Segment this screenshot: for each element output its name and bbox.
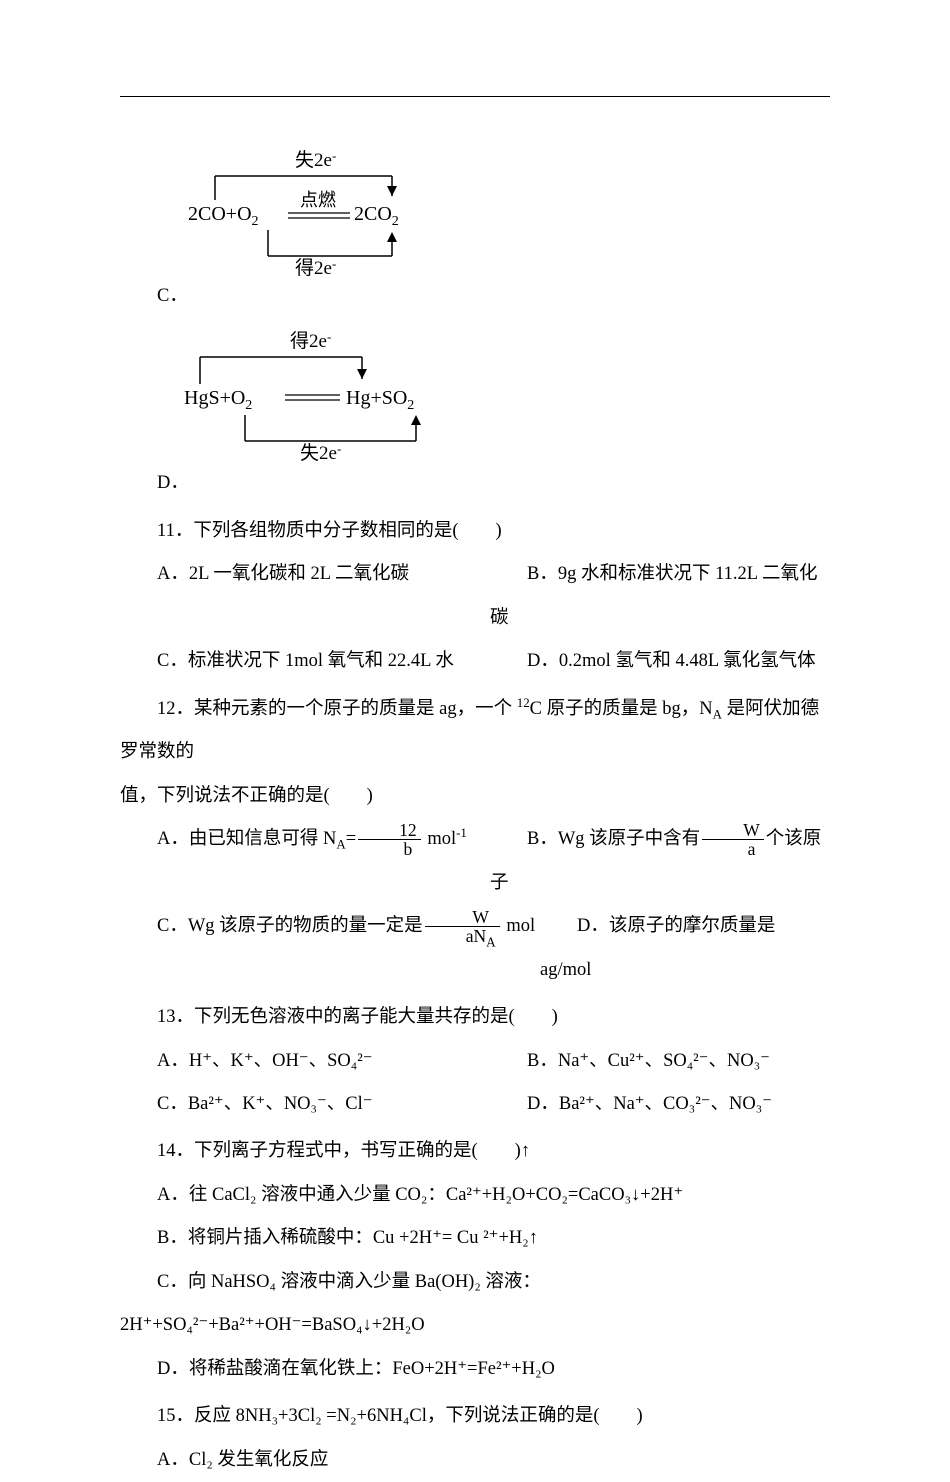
q12-a-sup: -1 bbox=[456, 825, 467, 840]
q12-b: B．Wg 该原子中含有Wa个该原子 bbox=[490, 818, 830, 905]
diagram-c-condition: 点燃 bbox=[300, 190, 336, 210]
diagram-d-eq-left: HgS+O2 bbox=[184, 387, 252, 413]
q12-stem-sup: 12 bbox=[517, 695, 530, 710]
q12-a-sub: A bbox=[336, 837, 345, 852]
q14-c: C．向 NaHSO₄ 溶液中滴入少量 Ba(OH)₂ 溶液：2H⁺+SO₄²⁻+… bbox=[120, 1261, 830, 1348]
diagram-c-svg: 失2e- 2CO+O2 点燃 2CO2 得2e- bbox=[180, 148, 440, 282]
q12-c-den: aNA bbox=[425, 927, 500, 945]
q12-c-pre: C．Wg 该原子的物质的量一定是 bbox=[157, 916, 423, 936]
q15-a: A．Cl₂ 发生氧化反应 bbox=[120, 1439, 830, 1482]
q12-a-eq: = bbox=[346, 829, 356, 849]
q12-a-pre: A．由已知信息可得 N bbox=[157, 829, 336, 849]
q12-b-den: a bbox=[702, 840, 764, 858]
q12-c-frac: WaNA bbox=[425, 908, 500, 946]
diagram-c-equation-right: 2CO2 bbox=[354, 203, 399, 229]
q12-stem-line1: 12．某种元素的一个原子的质量是 ag，一个 12C 原子的质量是 bg，NA … bbox=[120, 688, 830, 775]
q12-b-pre: B．Wg 该原子中含有 bbox=[527, 829, 700, 849]
q12-stem-line2: 值，下列说法不正确的是( ) bbox=[120, 775, 830, 818]
q12-c-num: W bbox=[425, 908, 500, 927]
q13-row1: A．H⁺、K⁺、OH⁻、SO₄²⁻ B．Na⁺、Cu²⁺、SO₄²⁻、NO₃⁻ bbox=[120, 1040, 830, 1083]
q11-row2: C．标准状况下 1mol 氧气和 22.4L 水 D．0.2mol 氢气和 4.… bbox=[120, 640, 830, 683]
diagram-c-top-label: 失2e- bbox=[295, 148, 336, 171]
q12-stem-suba: A bbox=[713, 706, 722, 721]
q11-b: B．9g 水和标准状况下 11.2L 二氧化碳 bbox=[490, 553, 830, 640]
q11-d: D．0.2mol 氢气和 4.48L 氯化氢气体 bbox=[490, 640, 830, 683]
diagram-d-bottom-label: 失2e- bbox=[300, 441, 341, 464]
q12-c-den-sub: A bbox=[486, 935, 496, 950]
q12-c-den-a: aN bbox=[466, 926, 486, 946]
q14-b: B．将铜片插入稀硫酸中：Cu +2H⁺= Cu ²⁺+H₂↑ bbox=[120, 1217, 830, 1260]
q12-stem-a: 12．某种元素的一个原子的质量是 ag，一个 bbox=[157, 699, 517, 719]
q15-stem: 15．反应 8NH₃+3Cl₂ =N₂+6NH₄Cl，下列说法正确的是( ) bbox=[120, 1395, 830, 1438]
q12-a-den: b bbox=[358, 840, 421, 858]
q11-stem: 11．下列各组物质中分子数相同的是( ) bbox=[120, 510, 830, 553]
q12-b-frac: Wa bbox=[702, 821, 764, 859]
q14-a: A．往 CaCl₂ 溶液中通入少量 CO₂：Ca²⁺+H₂O+CO₂=CaCO₃… bbox=[120, 1174, 830, 1217]
q12-row2: C．Wg 该原子的物质的量一定是WaNA mol D．该原子的摩尔质量是 ag/… bbox=[120, 905, 830, 992]
q12-b-num: W bbox=[702, 821, 764, 840]
q12-a: A．由已知信息可得 NA=12b mol-1 bbox=[120, 818, 490, 905]
q11-a: A．2L 一氧化碳和 2L 二氧化碳 bbox=[120, 553, 490, 640]
diagram-d-eq-right: Hg+SO2 bbox=[346, 387, 414, 413]
q12-row1: A．由已知信息可得 NA=12b mol-1 B．Wg 该原子中含有Wa个该原子 bbox=[120, 818, 830, 905]
q13-b: B．Na⁺、Cu²⁺、SO₄²⁻、NO₃⁻ bbox=[490, 1040, 830, 1083]
q13-stem: 13．下列无色溶液中的离子能大量共存的是( ) bbox=[120, 996, 830, 1039]
q14-stem: 14．下列离子方程式中，书写正确的是( )↑ bbox=[120, 1130, 830, 1173]
q11-row1: A．2L 一氧化碳和 2L 二氧化碳 B．9g 水和标准状况下 11.2L 二氧… bbox=[120, 553, 830, 640]
diagram-d-top-label: 得2e- bbox=[290, 329, 331, 352]
q12-a-num: 12 bbox=[358, 821, 421, 840]
q12-a-frac: 12b bbox=[358, 821, 421, 859]
q12-d: D．该原子的摩尔质量是 ag/mol bbox=[540, 905, 830, 992]
page: 失2e- 2CO+O2 点燃 2CO2 得2e- C． bbox=[0, 0, 950, 1316]
diagram-c-equation: 2CO+O2 bbox=[188, 203, 259, 229]
q13-a: A．H⁺、K⁺、OH⁻、SO₄²⁻ bbox=[120, 1040, 490, 1083]
diagram-c-bottom-label: 得2e- bbox=[295, 256, 336, 279]
top-rule bbox=[120, 96, 830, 97]
q12-stem-b: C 原子的质量是 bg，N bbox=[530, 699, 713, 719]
q12-a-post: mol bbox=[423, 829, 456, 849]
diagram-d-svg: 得2e- HgS+O2 Hg+SO2 失2e- bbox=[180, 329, 460, 469]
content-area: 失2e- 2CO+O2 点燃 2CO2 得2e- C． bbox=[120, 148, 830, 1482]
q13-c: C．Ba²⁺、K⁺、NO₃⁻、Cl⁻ bbox=[120, 1083, 490, 1126]
q12-c: C．Wg 该原子的物质的量一定是WaNA mol bbox=[120, 905, 540, 992]
q12-c-post: mol bbox=[502, 916, 535, 936]
q14-d: D．将稀盐酸滴在氧化铁上：FeO+2H⁺=Fe²⁺+H₂O bbox=[120, 1348, 830, 1391]
q13-row2: C．Ba²⁺、K⁺、NO₃⁻、Cl⁻ D．Ba²⁺、Na⁺、CO₃²⁻、NO₃⁻ bbox=[120, 1083, 830, 1126]
q13-d: D．Ba²⁺、Na⁺、CO₃²⁻、NO₃⁻ bbox=[490, 1083, 830, 1126]
q11-c: C．标准状况下 1mol 氧气和 22.4L 水 bbox=[120, 640, 490, 683]
